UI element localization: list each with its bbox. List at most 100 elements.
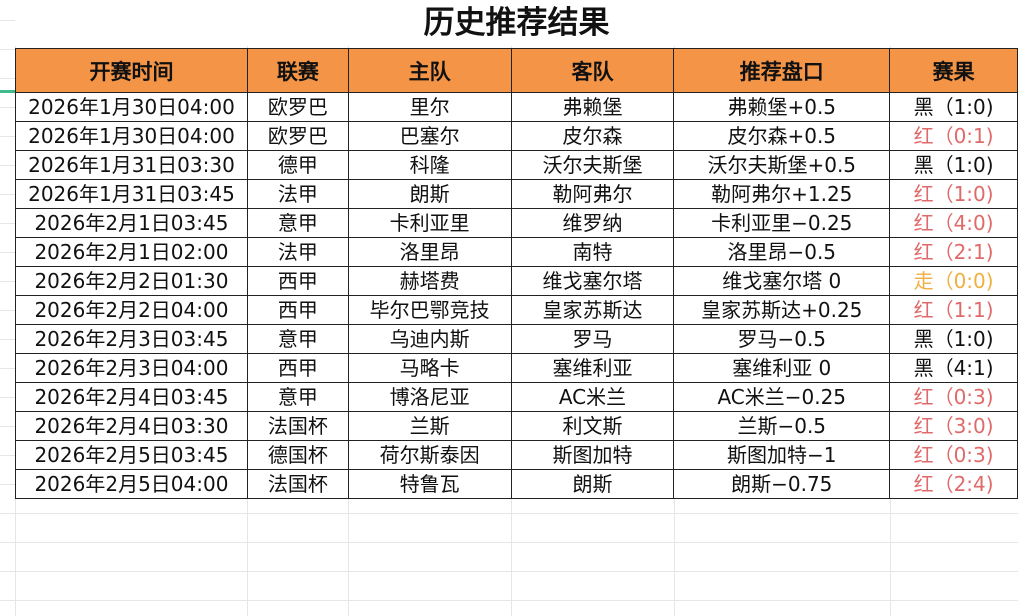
cell-pick[interactable]: 兰斯−0.5 [673, 411, 891, 441]
table-row: 2026年2月1日03:45 意甲 卡利亚里 维罗纳 卡利亚里−0.25 红（4:0) [15, 208, 1018, 238]
row-selection-marker [0, 90, 15, 93]
cell-time[interactable]: 2026年1月31日03:45 [15, 179, 248, 209]
cell-time[interactable]: 2026年2月4日03:30 [15, 411, 248, 441]
cell-league[interactable]: 意甲 [246, 382, 349, 412]
cell-pick[interactable]: 沃尔夫斯堡+0.5 [673, 150, 891, 180]
cell-away[interactable]: 弗赖堡 [510, 92, 675, 122]
cell-away[interactable]: AC米兰 [510, 382, 675, 412]
cell-result[interactable]: 黑（1:0) [889, 92, 1018, 122]
cell-pick[interactable]: 卡利亚里−0.25 [673, 208, 891, 238]
cell-away[interactable]: 皇家苏斯达 [510, 295, 675, 325]
sheet-title[interactable]: 历史推荐结果 [15, 0, 1018, 46]
header-league[interactable]: 联赛 [246, 48, 349, 93]
cell-time[interactable]: 2026年2月2日01:30 [15, 266, 248, 296]
header-row: 开赛时间 联赛 主队 客队 推荐盘口 赛果 [15, 48, 1018, 93]
cell-away[interactable]: 维罗纳 [510, 208, 675, 238]
cell-time[interactable]: 2026年2月3日04:00 [15, 353, 248, 383]
cell-result[interactable]: 红（1:0) [889, 179, 1018, 209]
cell-result[interactable]: 红（0:3) [889, 382, 1018, 412]
cell-league[interactable]: 西甲 [246, 266, 349, 296]
table-row: 2026年2月4日03:30 法国杯 兰斯 利文斯 兰斯−0.5 红（3:0) [15, 411, 1018, 441]
cell-league[interactable]: 西甲 [246, 353, 349, 383]
cell-league[interactable]: 意甲 [246, 208, 349, 238]
cell-league[interactable]: 法甲 [246, 179, 349, 209]
cell-home[interactable]: 毕尔巴鄂竞技 [347, 295, 512, 325]
cell-pick[interactable]: AC米兰−0.25 [673, 382, 891, 412]
cell-time[interactable]: 2026年1月31日03:30 [15, 150, 248, 180]
cell-time[interactable]: 2026年1月30日04:00 [15, 121, 248, 151]
cell-pick[interactable]: 勒阿弗尔+1.25 [673, 179, 891, 209]
cell-home[interactable]: 兰斯 [347, 411, 512, 441]
cell-result[interactable]: 黑（1:0) [889, 150, 1018, 180]
cell-league[interactable]: 欧罗巴 [246, 121, 349, 151]
cell-pick[interactable]: 斯图加特−1 [673, 440, 891, 470]
cell-time[interactable]: 2026年2月5日04:00 [15, 469, 248, 499]
table-row: 2026年2月1日02:00 法甲 洛里昂 南特 洛里昂−0.5 红（2:1) [15, 237, 1018, 267]
cell-league[interactable]: 意甲 [246, 324, 349, 354]
cell-home[interactable]: 科隆 [347, 150, 512, 180]
cell-result[interactable]: 黑（1:0) [889, 324, 1018, 354]
cell-result[interactable]: 红（2:4) [889, 469, 1018, 499]
header-pick[interactable]: 推荐盘口 [673, 48, 891, 93]
cell-away[interactable]: 南特 [510, 237, 675, 267]
cell-time[interactable]: 2026年2月1日03:45 [15, 208, 248, 238]
cell-pick[interactable]: 维戈塞尔塔 0 [673, 266, 891, 296]
cell-league[interactable]: 法国杯 [246, 411, 349, 441]
cell-time[interactable]: 2026年2月5日03:45 [15, 440, 248, 470]
table-row: 2026年1月31日03:45 法甲 朗斯 勒阿弗尔 勒阿弗尔+1.25 红（1:0) [15, 179, 1018, 209]
cell-home[interactable]: 里尔 [347, 92, 512, 122]
cell-pick[interactable]: 朗斯−0.75 [673, 469, 891, 499]
cell-time[interactable]: 2026年2月2日04:00 [15, 295, 248, 325]
cell-time[interactable]: 2026年2月1日02:00 [15, 237, 248, 267]
table-row: 2026年1月31日03:30 德甲 科隆 沃尔夫斯堡 沃尔夫斯堡+0.5 黑（1:0) [15, 150, 1018, 180]
cell-home[interactable]: 卡利亚里 [347, 208, 512, 238]
cell-result[interactable]: 黑（4:1) [889, 353, 1018, 383]
cell-away[interactable]: 利文斯 [510, 411, 675, 441]
cell-result[interactable]: 红（4:0) [889, 208, 1018, 238]
cell-home[interactable]: 特鲁瓦 [347, 469, 512, 499]
cell-pick[interactable]: 塞维利亚 0 [673, 353, 891, 383]
cell-away[interactable]: 沃尔夫斯堡 [510, 150, 675, 180]
header-home[interactable]: 主队 [347, 48, 512, 93]
cell-away[interactable]: 维戈塞尔塔 [510, 266, 675, 296]
cell-home[interactable]: 荷尔斯泰因 [347, 440, 512, 470]
header-away[interactable]: 客队 [510, 48, 675, 93]
header-result[interactable]: 赛果 [889, 48, 1018, 93]
cell-league[interactable]: 法甲 [246, 237, 349, 267]
cell-time[interactable]: 2026年2月3日03:45 [15, 324, 248, 354]
cell-result[interactable]: 红（3:0) [889, 411, 1018, 441]
cell-league[interactable]: 法国杯 [246, 469, 349, 499]
cell-result[interactable]: 红（0:3) [889, 440, 1018, 470]
cell-result[interactable]: 红（0:1) [889, 121, 1018, 151]
cell-league[interactable]: 欧罗巴 [246, 92, 349, 122]
cell-away[interactable]: 塞维利亚 [510, 353, 675, 383]
cell-pick[interactable]: 弗赖堡+0.5 [673, 92, 891, 122]
cell-home[interactable]: 乌迪内斯 [347, 324, 512, 354]
cell-pick[interactable]: 洛里昂−0.5 [673, 237, 891, 267]
cell-result[interactable]: 红（2:1) [889, 237, 1018, 267]
cell-away[interactable]: 朗斯 [510, 469, 675, 499]
cell-league[interactable]: 德甲 [246, 150, 349, 180]
cell-home[interactable]: 巴塞尔 [347, 121, 512, 151]
cell-away[interactable]: 勒阿弗尔 [510, 179, 675, 209]
table-row: 2026年2月5日03:45 德国杯 荷尔斯泰因 斯图加特 斯图加特−1 红（0:3) [15, 440, 1018, 470]
cell-league[interactable]: 西甲 [246, 295, 349, 325]
cell-pick[interactable]: 皮尔森+0.5 [673, 121, 891, 151]
cell-result[interactable]: 走（0:0) [889, 266, 1018, 296]
cell-pick[interactable]: 皇家苏斯达+0.25 [673, 295, 891, 325]
cell-away[interactable]: 斯图加特 [510, 440, 675, 470]
cell-away[interactable]: 皮尔森 [510, 121, 675, 151]
cell-home[interactable]: 马略卡 [347, 353, 512, 383]
cell-home[interactable]: 博洛尼亚 [347, 382, 512, 412]
cell-home[interactable]: 赫塔费 [347, 266, 512, 296]
cell-time[interactable]: 2026年2月4日03:45 [15, 382, 248, 412]
cell-home[interactable]: 朗斯 [347, 179, 512, 209]
cell-pick[interactable]: 罗马−0.5 [673, 324, 891, 354]
header-time[interactable]: 开赛时间 [15, 48, 248, 93]
cell-time[interactable]: 2026年1月30日04:00 [15, 92, 248, 122]
cell-away[interactable]: 罗马 [510, 324, 675, 354]
cell-result[interactable]: 红（1:1) [889, 295, 1018, 325]
cell-home[interactable]: 洛里昂 [347, 237, 512, 267]
cell-league[interactable]: 德国杯 [246, 440, 349, 470]
table-row: 2026年2月2日01:30 西甲 赫塔费 维戈塞尔塔 维戈塞尔塔 0 走（0:0) [15, 266, 1018, 296]
